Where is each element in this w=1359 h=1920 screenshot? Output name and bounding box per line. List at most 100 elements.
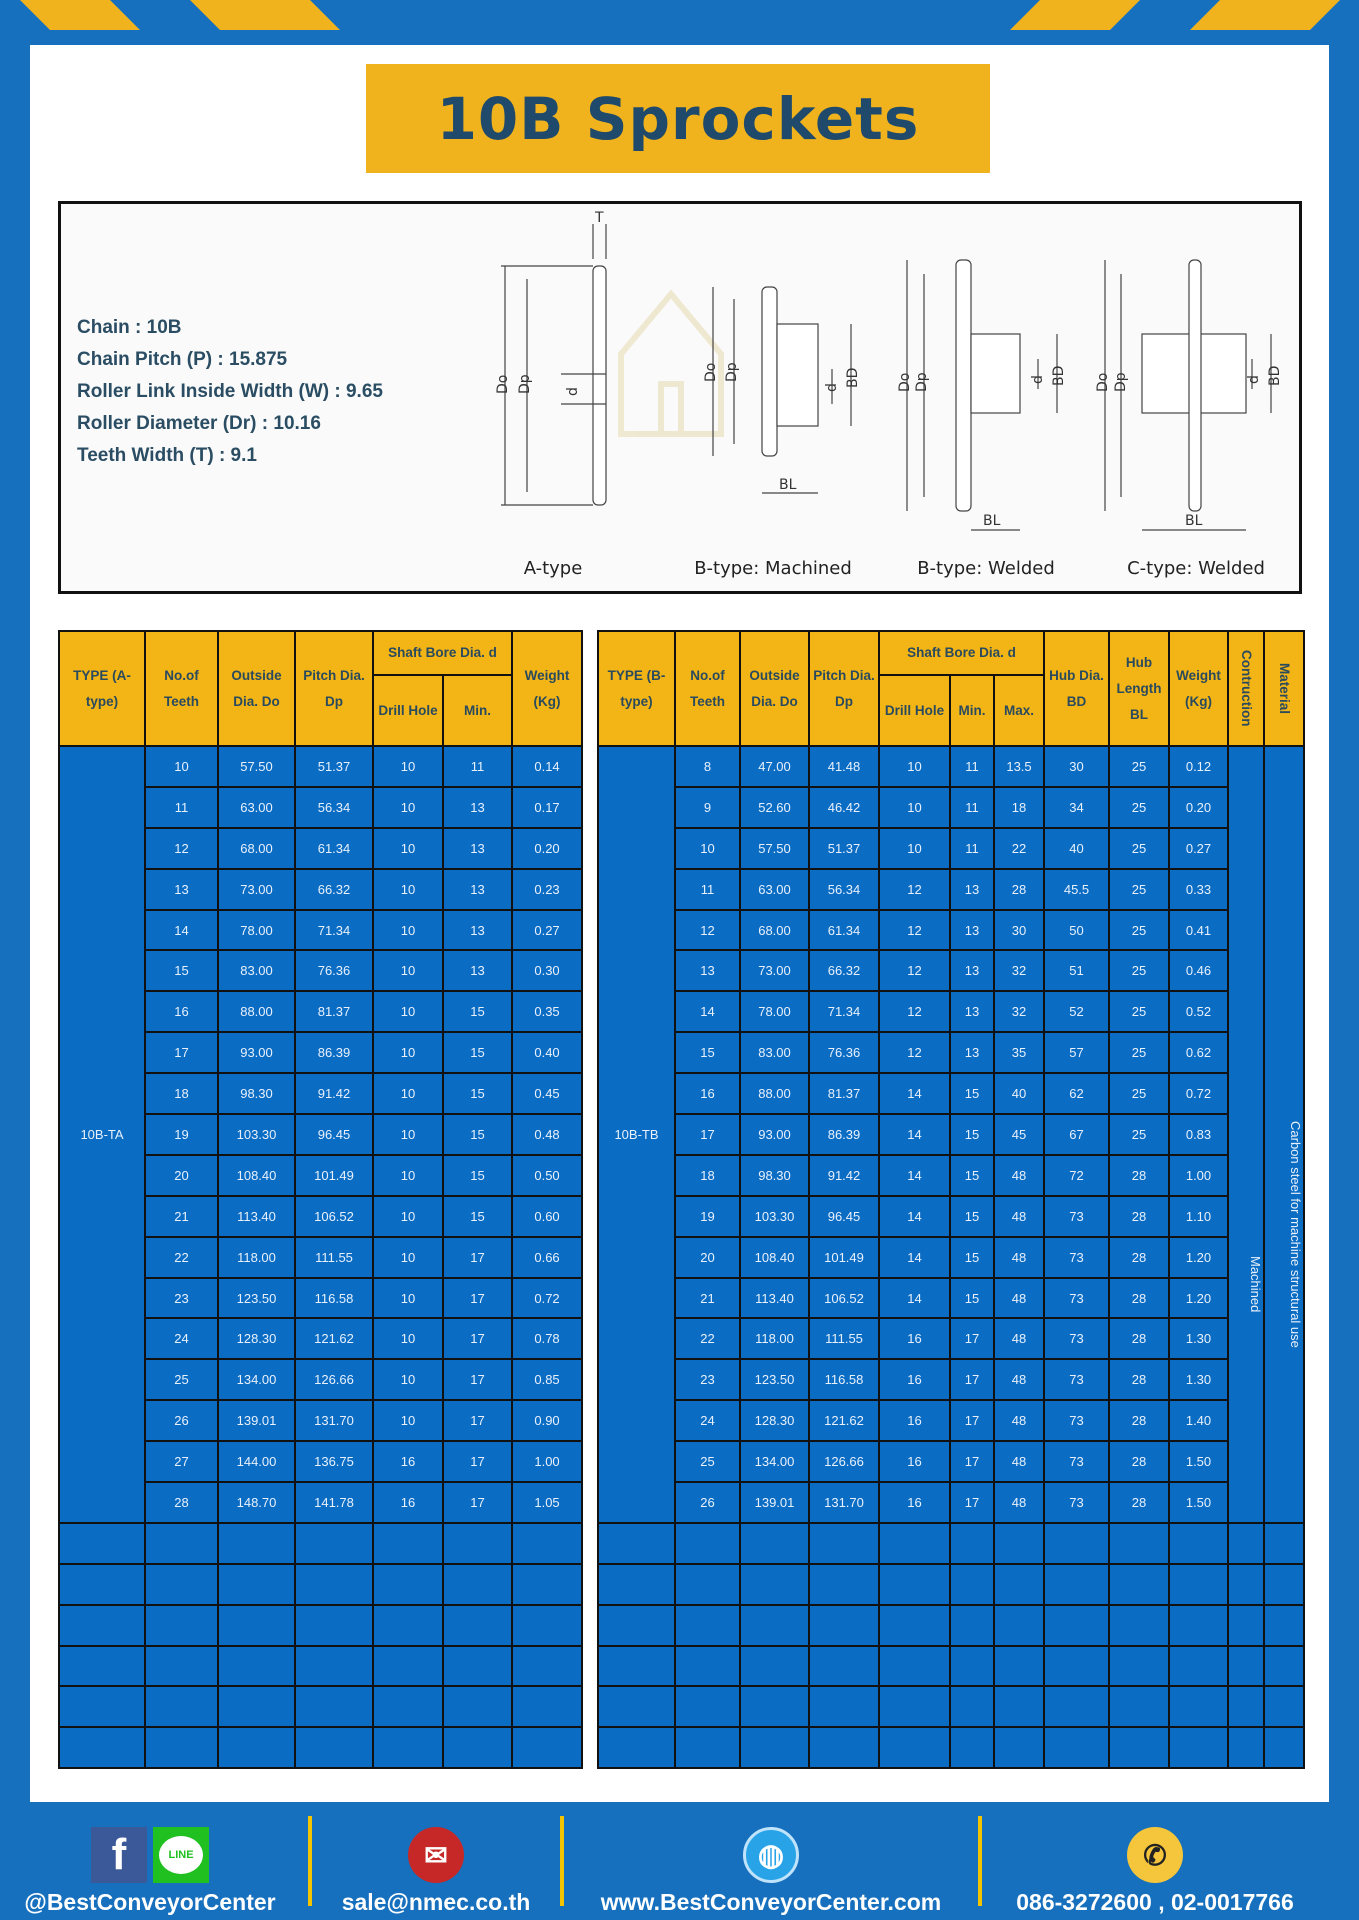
empty-cell: [1108, 1726, 1170, 1770]
table-cell: 13: [441, 949, 514, 993]
table-cell: 16: [878, 1440, 951, 1484]
table-cell: 73.00: [739, 949, 810, 993]
construction-cell: Machined: [1227, 745, 1265, 1524]
empty-row: [58, 1644, 584, 1688]
table-cell: 10: [878, 826, 951, 870]
empty-cell: [441, 1521, 514, 1565]
table-cell: 131.70: [808, 1481, 880, 1524]
table-row: 16 88.00 81.37 14 15 40 62 25 0.72: [598, 1072, 1304, 1116]
empty-cell: [294, 1603, 374, 1647]
table-cell: 17: [144, 1031, 219, 1075]
empty-cell: [878, 1562, 951, 1606]
dim-do: Do: [897, 373, 913, 392]
table-cell: 13: [441, 867, 514, 911]
table-cell: 34: [1043, 785, 1110, 829]
spec-chain: Chain : 10B: [77, 317, 182, 338]
table-cell: 28: [1108, 1358, 1170, 1402]
empty-cell: [1043, 1521, 1110, 1565]
table-cell: 12: [878, 1031, 951, 1075]
table-cell: 27: [144, 1440, 219, 1484]
table-row: 14 78.00 71.34 12 13 32 52 25 0.52: [598, 990, 1304, 1034]
empty-cell: [1168, 1521, 1229, 1565]
table-row: 11 63.00 56.34 12 13 28 45.5 25 0.33: [598, 867, 1304, 911]
empty-cell: [217, 1603, 296, 1647]
table-cell: 25: [1108, 949, 1170, 993]
table-row: 23 123.50 116.58 10 17 0.72: [59, 1276, 584, 1320]
table-cell: 40: [1043, 826, 1110, 870]
table-cell: 51: [1043, 949, 1110, 993]
header-drill-hole: Drill Hole: [372, 674, 444, 747]
footer-divider: [978, 1816, 982, 1906]
table-cell: 73: [1043, 1399, 1110, 1443]
table-cell: 56.34: [808, 867, 880, 911]
table-cell: 12: [878, 949, 951, 993]
table-cell: 111.55: [294, 1235, 374, 1279]
table-cell: 10: [372, 1113, 444, 1156]
table-cell: 15: [674, 1031, 741, 1075]
table-cell: 81.37: [808, 1072, 880, 1116]
table-row: 13 73.00 66.32 10 13 0.23: [59, 867, 584, 911]
table-cell: 19: [144, 1113, 219, 1156]
c-welded-drawing: [1104, 259, 1272, 531]
table-cell: 16: [372, 1440, 444, 1484]
table-cell: 15: [441, 990, 514, 1034]
table-cell: 1.20: [1168, 1276, 1229, 1320]
empty-cell: [739, 1521, 810, 1565]
table-cell: 17: [949, 1358, 995, 1402]
table-cell: 8: [674, 745, 741, 788]
empty-cell: [1043, 1644, 1110, 1688]
line-icon[interactable]: LINE: [153, 1827, 209, 1883]
facebook-icon[interactable]: f: [91, 1827, 147, 1883]
table-cell: 0.35: [511, 990, 584, 1034]
empty-cell: [1108, 1603, 1170, 1647]
table-cell: 88.00: [739, 1072, 810, 1116]
table-row: 17 93.00 86.39 10 15 0.40: [59, 1031, 584, 1075]
table-cell: 13: [949, 867, 995, 911]
label-a-type: A-type: [524, 558, 583, 579]
table-cell: 113.40: [739, 1276, 810, 1320]
table-cell: 10: [372, 1317, 444, 1361]
empty-cell: [58, 1726, 146, 1770]
empty-cell: [58, 1562, 146, 1606]
empty-cell: [1263, 1726, 1305, 1770]
table-cell: 68.00: [217, 826, 296, 870]
website-link[interactable]: www.BestConveyorCenter.com: [600, 1889, 942, 1915]
table-cell: 123.50: [739, 1358, 810, 1402]
social-handle[interactable]: @BestConveyorCenter: [24, 1889, 276, 1915]
dim-d: d: [824, 383, 840, 392]
empty-cell: [949, 1726, 995, 1770]
sprocket-diagram-box: Chain : 10B Chain Pitch (P) : 15.875 Rol…: [58, 201, 1302, 594]
email-link[interactable]: sale@nmec.co.th: [341, 1889, 531, 1915]
table-cell: 1.20: [1168, 1235, 1229, 1279]
table-cell: 10: [372, 1235, 444, 1279]
table-cell: 23: [674, 1358, 741, 1402]
table-cell: 91.42: [808, 1153, 880, 1197]
table-cell: 103.30: [217, 1113, 296, 1156]
sprocket-drawings: T Do Dp d Do Dp d BD BL Do Dp d BD BL Do…: [495, 210, 1283, 579]
table-cell: 25: [1108, 1113, 1170, 1156]
table-cell: 0.83: [1168, 1113, 1229, 1156]
table-cell: 139.01: [217, 1399, 296, 1443]
a-type-drawing: [501, 224, 607, 506]
table-cell: 81.37: [294, 990, 374, 1034]
empty-row: [58, 1726, 584, 1770]
table-cell: 16: [372, 1481, 444, 1524]
table-cell: 21: [674, 1276, 741, 1320]
empty-cell: [674, 1603, 741, 1647]
phone-numbers[interactable]: 086-3272600 , 02-0017766: [1016, 1889, 1294, 1915]
empty-cell: [739, 1685, 810, 1729]
table-cell: 86.39: [294, 1031, 374, 1075]
empty-cell: [511, 1562, 584, 1606]
table-cell: 17: [441, 1276, 514, 1320]
empty-cell: [993, 1521, 1045, 1565]
table-cell: 15: [949, 1153, 995, 1197]
empty-cell: [144, 1562, 219, 1606]
table-row: 19 103.30 96.45 10 15 0.48: [59, 1113, 584, 1156]
table-row: 10B-TB 8 47.00 41.48 10 11 13.5 30 25 0.12 Machine…: [597, 745, 1305, 1524]
table-cell: 47.00: [739, 745, 810, 788]
empty-cell: [217, 1521, 296, 1565]
table-cell: 66.32: [808, 949, 880, 993]
table-cell: 61.34: [294, 826, 374, 870]
empty-cell: [878, 1603, 951, 1647]
empty-cell: [217, 1644, 296, 1688]
